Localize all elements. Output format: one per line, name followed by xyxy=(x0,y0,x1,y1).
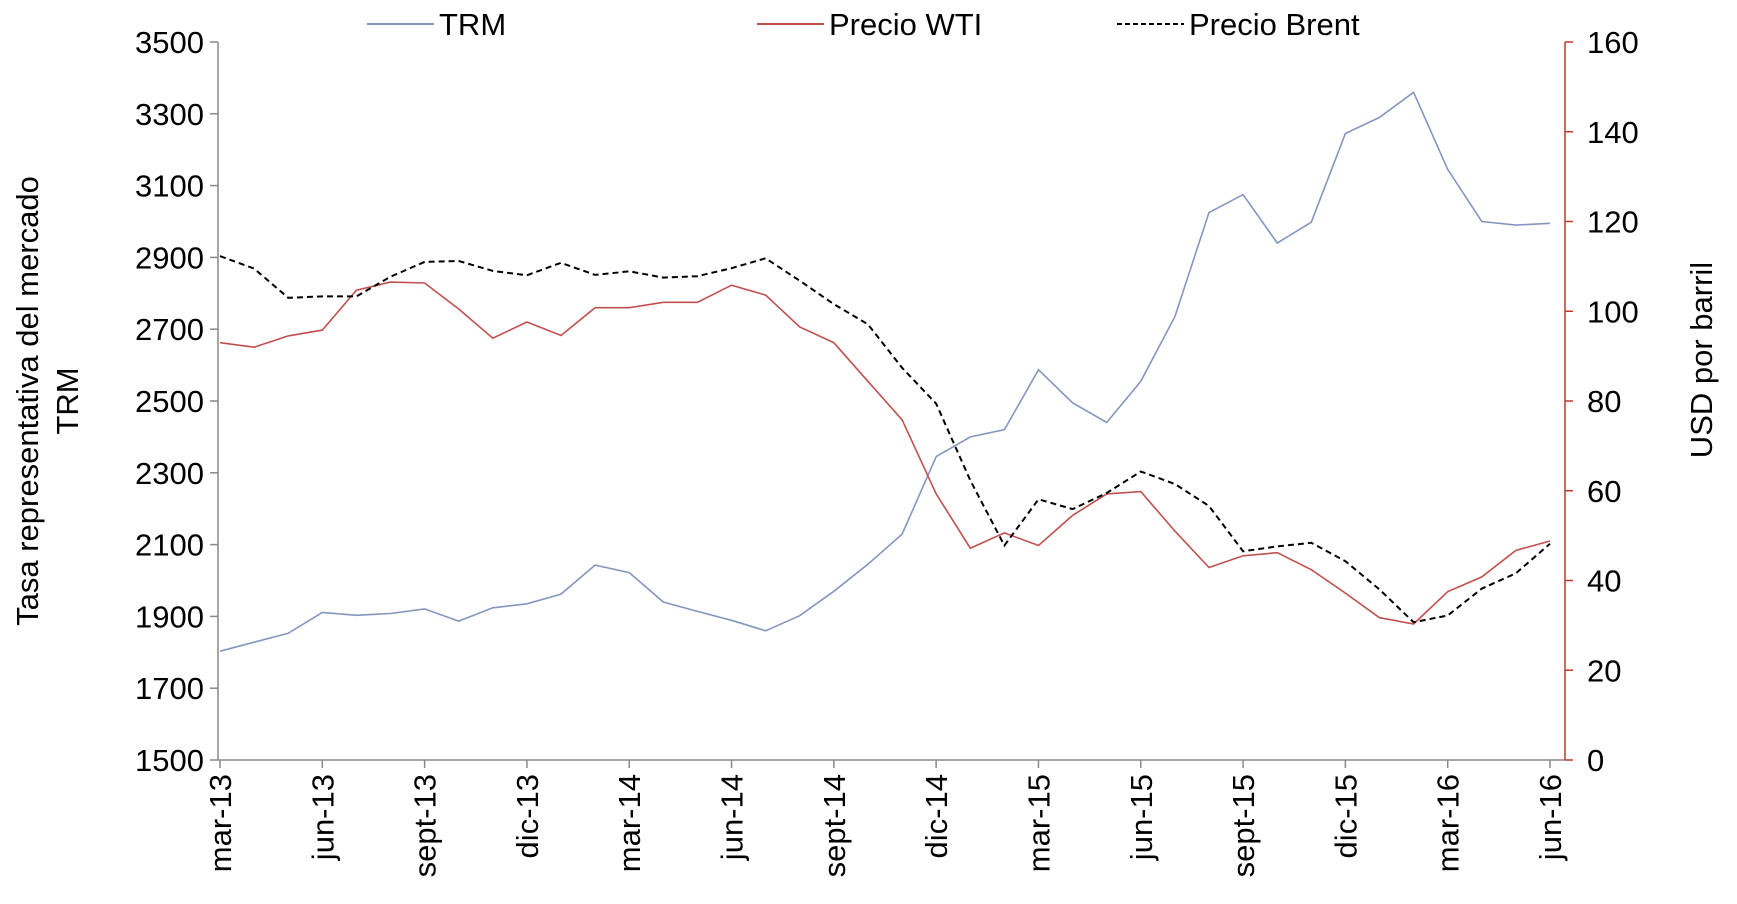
x-tick-label: mar-15 xyxy=(1021,774,1056,872)
y-axis-title: TRM xyxy=(50,367,85,434)
y-tick-label: 2900 xyxy=(135,240,204,275)
x-tick-label: jun-13 xyxy=(305,774,340,861)
x-tick-label: mar-13 xyxy=(203,774,238,872)
y2-tick-label: 160 xyxy=(1587,25,1639,60)
y2-tick-label: 0 xyxy=(1587,743,1604,778)
legend-label: Precio WTI xyxy=(829,7,982,42)
y2-tick-label: 100 xyxy=(1587,294,1639,329)
y2-tick-label: 60 xyxy=(1587,474,1621,509)
y-axis-title: Tasa representativa del mercado xyxy=(10,176,45,626)
legend-label: Precio Brent xyxy=(1189,7,1360,42)
x-tick-label: sept-13 xyxy=(408,774,443,877)
y2-tick-label: 40 xyxy=(1587,564,1621,599)
y2-axis-title: USD por barril xyxy=(1684,262,1719,458)
x-tick-label: jun-15 xyxy=(1124,774,1159,861)
line-series xyxy=(219,281,1551,625)
y-tick-label: 2100 xyxy=(135,528,204,563)
x-tick-label: sept-14 xyxy=(817,774,852,877)
y-tick-label: 3500 xyxy=(135,25,204,60)
y-tick-label: 3300 xyxy=(135,97,204,132)
y2-tick-label: 140 xyxy=(1587,115,1639,150)
x-tick-label: jun-16 xyxy=(1533,774,1568,861)
y2-tick-label: 120 xyxy=(1587,205,1639,240)
x-tick-label: dic-13 xyxy=(510,774,545,858)
line-series xyxy=(219,91,1551,652)
x-tick-label: sept-15 xyxy=(1226,774,1261,877)
y-tick-label: 1700 xyxy=(135,671,204,706)
line-series xyxy=(219,255,1551,624)
y2-tick-label: 20 xyxy=(1587,653,1621,688)
y-tick-label: 2700 xyxy=(135,312,204,347)
y-tick-label: 3100 xyxy=(135,169,204,204)
y-tick-label: 2500 xyxy=(135,384,204,419)
y-tick-label: 2300 xyxy=(135,456,204,491)
x-tick-label: jun-14 xyxy=(715,774,750,861)
x-tick-label: mar-14 xyxy=(612,774,647,872)
x-tick-label: dic-14 xyxy=(919,774,954,858)
y2-tick-label: 80 xyxy=(1587,384,1621,419)
y-tick-label: 1500 xyxy=(135,743,204,778)
x-tick-label: mar-16 xyxy=(1431,774,1466,872)
x-tick-label: dic-15 xyxy=(1328,774,1363,858)
legend-label: TRM xyxy=(439,7,506,42)
y-tick-label: 1900 xyxy=(135,599,204,634)
